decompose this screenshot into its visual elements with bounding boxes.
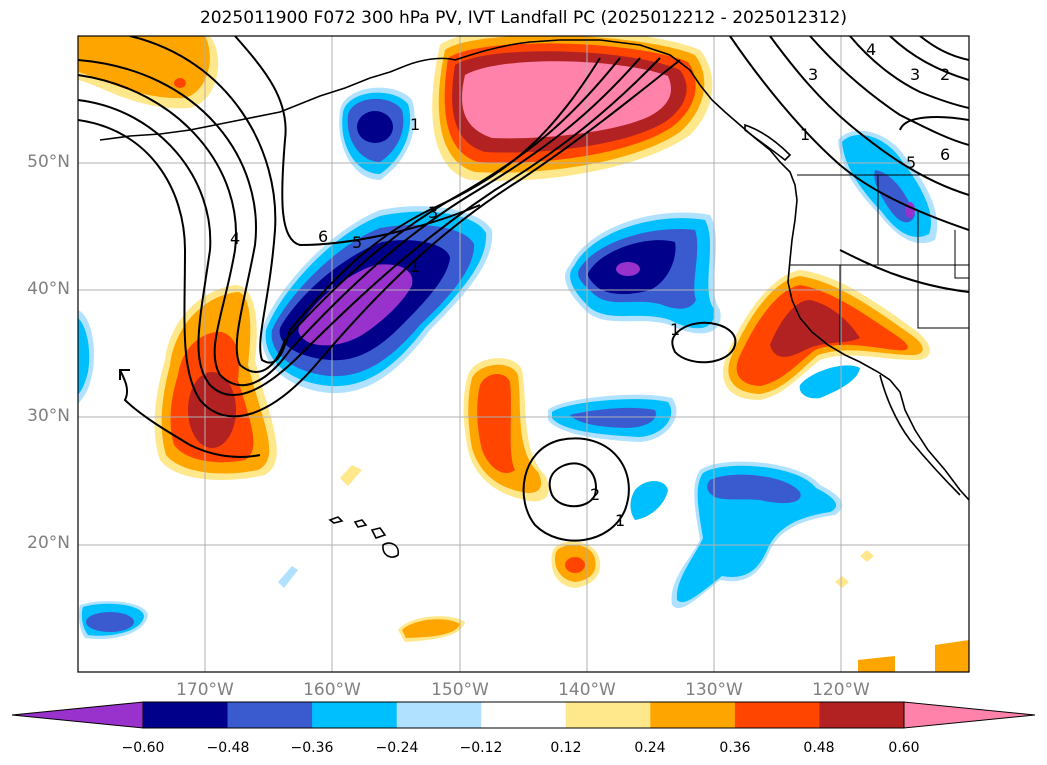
colorbar-left-extension bbox=[11, 701, 144, 729]
negative-anomaly-28n bbox=[548, 394, 677, 442]
colorbar-segment bbox=[312, 702, 398, 728]
lon-label-170w: 170°W bbox=[176, 680, 234, 700]
contour-label: 5 bbox=[906, 153, 916, 172]
coastlines bbox=[99, 39, 969, 558]
positive-anomaly-california bbox=[723, 270, 930, 400]
colorbar-tick: −0.24 bbox=[375, 740, 419, 756]
lon-label-130w: 130°W bbox=[685, 680, 743, 700]
colorbar-segment bbox=[650, 702, 736, 728]
colorbar-tick: −0.12 bbox=[459, 740, 503, 756]
colorbar-tick: 0.24 bbox=[634, 740, 666, 756]
lat-label-40n: 40°N bbox=[27, 279, 70, 299]
colorbar-tick: 0.60 bbox=[888, 740, 920, 756]
colorbar-frame bbox=[142, 701, 905, 729]
contour-label: 6 bbox=[318, 227, 328, 246]
contour-label: 3 bbox=[808, 65, 818, 84]
colorbar-tick: −0.36 bbox=[290, 740, 334, 756]
contour-label: 2 bbox=[940, 65, 950, 84]
contour-label: 2 bbox=[590, 485, 600, 504]
map-title: 2025011900 F072 300 hPa PV, IVT Landfall… bbox=[199, 8, 847, 28]
contour-label: 6 bbox=[940, 145, 950, 164]
contour-label: 1 bbox=[410, 115, 420, 134]
colorbar-right-extension bbox=[903, 701, 1036, 729]
positive-blob-southeast bbox=[935, 640, 969, 672]
contour-label: 1 bbox=[615, 511, 625, 530]
colorbar-segment bbox=[565, 702, 651, 728]
contour-label: 1 bbox=[410, 257, 420, 276]
negative-blob-24n bbox=[630, 481, 668, 520]
contour-label: 1 bbox=[670, 320, 680, 339]
lon-label-150w: 150°W bbox=[431, 680, 489, 700]
colorbar-tick: −0.60 bbox=[121, 740, 165, 756]
negative-anomaly-155w bbox=[339, 87, 415, 180]
colorbar-tick: 0.12 bbox=[550, 740, 582, 756]
map-canvas: 6 5 3 1 4 1 2 1 1 1 3 4 3 2 6 5 bbox=[77, 35, 970, 673]
contour-label: 4 bbox=[866, 40, 876, 59]
contour-label: 1 bbox=[800, 125, 810, 144]
lat-label-20n: 20°N bbox=[27, 533, 70, 553]
negative-anomaly-inland bbox=[838, 130, 938, 244]
contour-label: 4 bbox=[230, 229, 240, 248]
negative-blob-baja bbox=[799, 365, 860, 399]
contour-label: 3 bbox=[910, 65, 920, 84]
contour-label: 5 bbox=[352, 233, 362, 252]
colorbar-segment bbox=[396, 702, 482, 728]
shaded-field: 6 5 3 1 4 1 2 1 1 1 3 4 3 2 6 5 bbox=[78, 36, 969, 672]
colorbar-segment bbox=[819, 702, 905, 728]
colorbar-segment bbox=[481, 702, 567, 728]
lon-label-160w: 160°W bbox=[303, 680, 361, 700]
positive-anomaly-148w bbox=[463, 358, 549, 502]
colorbar-tick: −0.48 bbox=[206, 740, 250, 756]
colorbar bbox=[11, 701, 1036, 729]
contour-label-group: 6 5 3 1 4 1 2 1 1 1 3 4 3 2 6 5 bbox=[230, 40, 950, 530]
positive-anomaly-168w bbox=[154, 285, 277, 480]
colorbar-segments bbox=[143, 702, 905, 728]
colorbar-tick: 0.48 bbox=[803, 740, 835, 756]
lat-label-50n: 50°N bbox=[27, 152, 70, 172]
contour-label: 3 bbox=[428, 203, 438, 222]
state-borders bbox=[790, 174, 969, 345]
map-frame bbox=[77, 35, 970, 673]
negative-anomaly-137w bbox=[565, 212, 721, 334]
colorbar-tick: 0.36 bbox=[719, 740, 751, 756]
lat-label-30n: 30°N bbox=[27, 406, 70, 426]
lon-label-120w: 120°W bbox=[812, 680, 870, 700]
colorbar-segment bbox=[734, 702, 820, 728]
colorbar-segment bbox=[143, 702, 229, 728]
colorbar-segment bbox=[227, 702, 313, 728]
lon-label-140w: 140°W bbox=[558, 680, 616, 700]
pv-contours bbox=[78, 36, 969, 542]
